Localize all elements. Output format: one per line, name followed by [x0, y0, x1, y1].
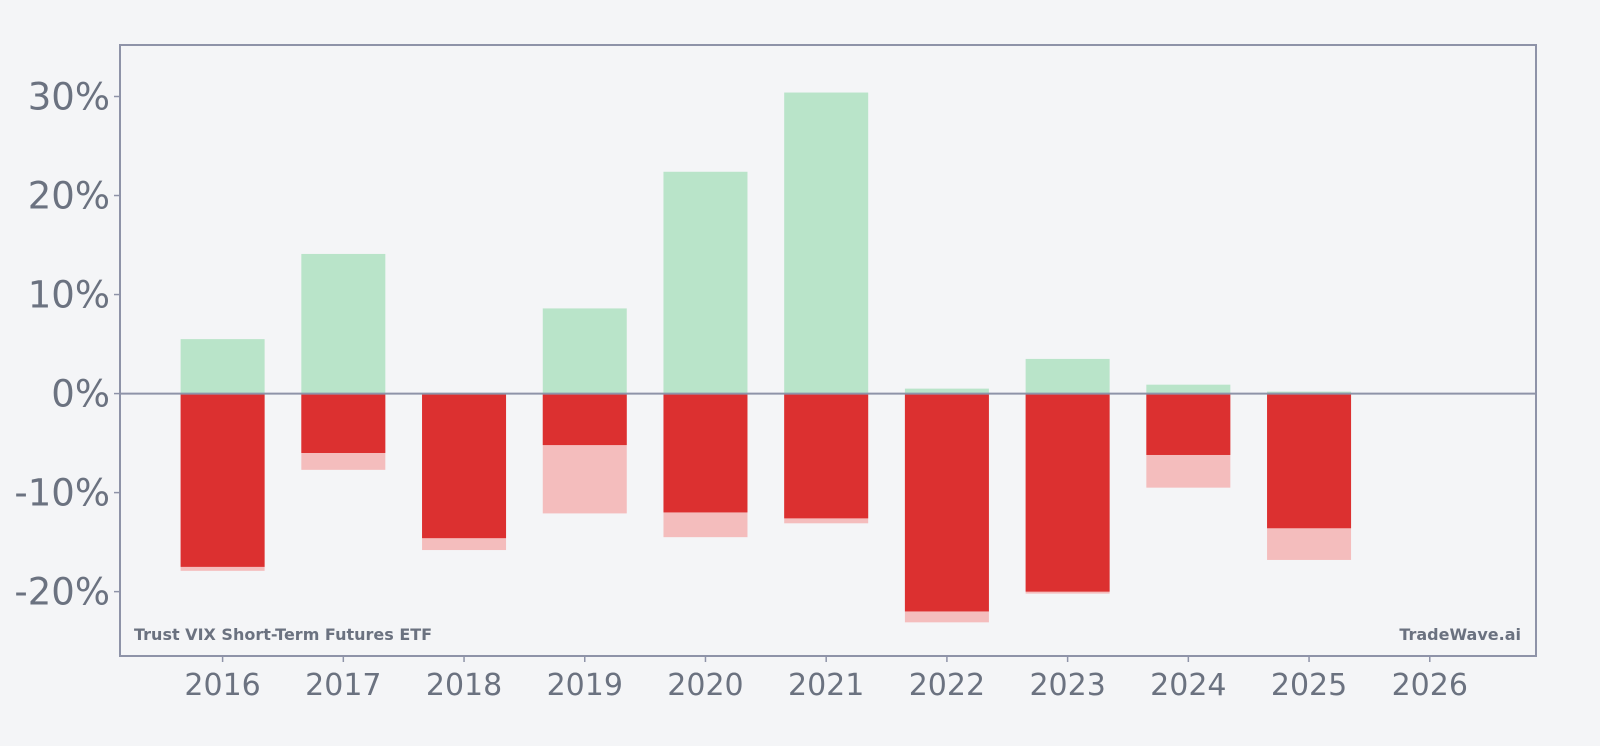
- x-tick-label: 2021: [788, 668, 864, 703]
- x-tick-label: 2025: [1271, 668, 1347, 703]
- bar-loss-2019: [542, 393, 627, 446]
- x-tick-label: 2026: [1392, 668, 1468, 703]
- y-tick-label: 30%: [28, 75, 110, 118]
- bar-gain-2019: [542, 308, 627, 394]
- x-tick-label: 2019: [547, 668, 623, 703]
- bar-loss-2022: [904, 393, 989, 612]
- bar-gain-2021: [784, 92, 869, 394]
- x-tick-label: 2017: [305, 668, 381, 703]
- bar-loss-2017: [301, 393, 386, 453]
- x-tick-label: 2020: [667, 668, 743, 703]
- y-tick-label: 0%: [51, 373, 110, 416]
- brand-label: TradeWave.ai: [1399, 625, 1521, 644]
- y-tick-label: 20%: [28, 175, 110, 218]
- y-tick-label: -10%: [14, 472, 110, 515]
- bar-gain-2024: [1146, 384, 1231, 394]
- bar-loss-2016: [180, 393, 265, 567]
- x-tick-label: 2024: [1150, 668, 1226, 703]
- bar-gain-2023: [1025, 358, 1110, 394]
- y-tick-label: -20%: [14, 571, 110, 614]
- x-tick-label: 2023: [1029, 668, 1105, 703]
- bar-loss-2021: [784, 393, 869, 519]
- x-tick-label: 2016: [184, 668, 260, 703]
- plot-frame: [119, 44, 1537, 657]
- x-axis: 2016 2017 2018 2019 2020 2021 2022 2023 2024 2025…: [184, 656, 1468, 703]
- bar-loss-2024: [1146, 393, 1231, 455]
- bar-loss-2025: [1267, 393, 1352, 529]
- x-tick-label: 2022: [909, 668, 985, 703]
- x-tick-label: 2018: [426, 668, 502, 703]
- y-tick-label: 10%: [28, 274, 110, 317]
- bars-layer: [180, 92, 1352, 623]
- bar-loss-2023: [1025, 393, 1110, 592]
- fund-name-label: Trust VIX Short-Term Futures ETF: [134, 625, 432, 644]
- bar-gain-2022: [904, 388, 989, 394]
- bar-loss-2018: [422, 393, 507, 539]
- bar-gain-2016: [180, 339, 265, 394]
- bar-gain-2020: [663, 171, 748, 394]
- y-axis: 30% 20% 10% 0% -10% -20%: [14, 75, 120, 614]
- bar-gain-2017: [301, 253, 386, 394]
- bar-loss-2020: [663, 393, 748, 513]
